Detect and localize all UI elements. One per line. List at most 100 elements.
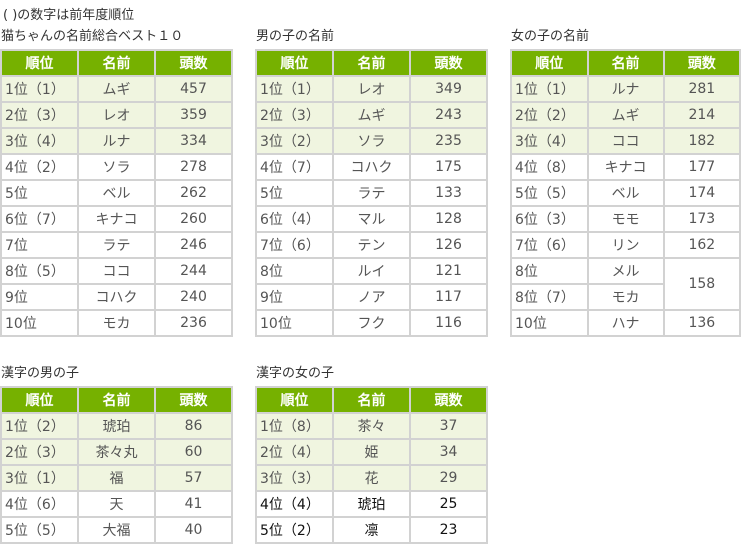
table-row: 8位（7） モカ bbox=[512, 285, 739, 309]
table-row: 4位（6） 天 41 bbox=[2, 492, 231, 516]
table-row: 1位（2） 琥珀 86 bbox=[2, 414, 231, 438]
header-rank: 順位 bbox=[257, 51, 332, 75]
table-kanji-boys: 漢字の男の子 順位 名前 頭数 1位（2） 琥珀 86 2位（3） 茶々丸 60 3… bbox=[0, 365, 233, 544]
name-cell: 琥珀 bbox=[334, 492, 409, 516]
table-row: 7位（6） リン 162 bbox=[512, 233, 739, 257]
name-cell: ムギ bbox=[79, 77, 154, 101]
rank-cell: 5位 bbox=[2, 181, 77, 205]
table-row: 7位（6） テン 126 bbox=[257, 233, 486, 257]
table-row: 5位 ベル 262 bbox=[2, 181, 231, 205]
rank-cell: 6位（4） bbox=[257, 207, 332, 231]
rank-cell: 1位（1） bbox=[257, 77, 332, 101]
header-row: 順位 名前 頭数 bbox=[257, 388, 486, 412]
rank-cell: 8位（5） bbox=[2, 259, 77, 283]
count-cell: 40 bbox=[156, 518, 231, 542]
table-girls: 女の子の名前 順位 名前 頭数 1位（1） ルナ 281 2位（2） ムギ 214 … bbox=[510, 28, 741, 337]
name-cell: 大福 bbox=[79, 518, 154, 542]
count-cell: 29 bbox=[411, 466, 486, 490]
table-title: 男の子の名前 bbox=[256, 29, 335, 44]
count-cell: 359 bbox=[156, 103, 231, 127]
table-row: 8位（5） ココ 244 bbox=[2, 259, 231, 283]
header-row: 順位 名前 頭数 bbox=[2, 51, 231, 75]
name-cell: ルナ bbox=[588, 77, 663, 101]
table-row: 3位（1） 福 57 bbox=[2, 466, 231, 490]
ranking-table: 順位 名前 頭数 1位（8） 茶々 37 2位（4） 姫 34 3位（3） 花 29 … bbox=[255, 386, 488, 544]
rank-cell: 5位（5） bbox=[512, 181, 587, 205]
count-cell: 60 bbox=[156, 440, 231, 464]
count-cell: 457 bbox=[156, 77, 231, 101]
table-row: 1位（1） ムギ 457 bbox=[2, 77, 231, 101]
table-row: 10位 ハナ 136 bbox=[512, 311, 739, 335]
name-cell: ラテ bbox=[334, 181, 409, 205]
header-count: 頭数 bbox=[411, 388, 486, 412]
count-cell: 182 bbox=[664, 129, 739, 153]
name-cell: テン bbox=[334, 233, 409, 257]
count-cell: 175 bbox=[411, 155, 486, 179]
count-cell: 116 bbox=[411, 311, 486, 335]
count-cell: 34 bbox=[411, 440, 486, 464]
table-row: 3位（2） ソラ 235 bbox=[257, 129, 486, 153]
name-cell: ムギ bbox=[588, 103, 663, 127]
header-name: 名前 bbox=[79, 51, 154, 75]
name-cell: フク bbox=[334, 311, 409, 335]
table-title: 漢字の女の子 bbox=[256, 366, 335, 381]
table-row: 1位（1） ルナ 281 bbox=[512, 77, 739, 101]
name-cell: 凛 bbox=[334, 518, 409, 542]
rank-cell: 9位 bbox=[257, 285, 332, 309]
name-cell: メル bbox=[588, 259, 663, 283]
ranking-table: 順位 名前 頭数 1位（1） ルナ 281 2位（2） ムギ 214 3位（4） コ… bbox=[510, 49, 741, 337]
rank-cell: 7位（6） bbox=[257, 233, 332, 257]
header-count: 頭数 bbox=[156, 388, 231, 412]
name-cell: モカ bbox=[588, 285, 663, 309]
name-cell: キナコ bbox=[588, 155, 663, 179]
count-cell: 162 bbox=[664, 233, 739, 257]
name-cell: 琥珀 bbox=[79, 414, 154, 438]
rank-cell: 3位（4） bbox=[512, 129, 587, 153]
header-name: 名前 bbox=[79, 388, 154, 412]
table-row: 3位（4） ココ 182 bbox=[512, 129, 739, 153]
rank-cell: 7位 bbox=[2, 233, 77, 257]
name-cell: ベル bbox=[79, 181, 154, 205]
header-rank: 順位 bbox=[257, 388, 332, 412]
count-cell: 349 bbox=[411, 77, 486, 101]
rank-cell: 5位（5） bbox=[2, 518, 77, 542]
header-rank: 順位 bbox=[2, 51, 77, 75]
table-row: 10位 モカ 236 bbox=[2, 311, 231, 335]
ranking-table: 順位 名前 頭数 1位（1） レオ 349 2位（3） ムギ 243 3位（2） ソ… bbox=[255, 49, 488, 337]
rank-cell: 4位（2） bbox=[2, 155, 77, 179]
header-name: 名前 bbox=[334, 51, 409, 75]
count-cell: 136 bbox=[664, 311, 739, 335]
name-cell: キナコ bbox=[79, 207, 154, 231]
count-cell: 57 bbox=[156, 466, 231, 490]
name-cell: ソラ bbox=[334, 129, 409, 153]
name-cell: ベル bbox=[588, 181, 663, 205]
table-row: 5位（5） 大福 40 bbox=[2, 518, 231, 542]
rank-cell: 2位（3） bbox=[2, 440, 77, 464]
name-cell: ルイ bbox=[334, 259, 409, 283]
name-cell: ルナ bbox=[79, 129, 154, 153]
name-cell: 天 bbox=[79, 492, 154, 516]
header-row: 順位 名前 頭数 bbox=[2, 388, 231, 412]
header-rank: 順位 bbox=[512, 51, 587, 75]
name-cell: 姫 bbox=[334, 440, 409, 464]
count-cell: 117 bbox=[411, 285, 486, 309]
rank-cell: 3位（2） bbox=[257, 129, 332, 153]
header-count: 頭数 bbox=[664, 51, 739, 75]
table-row: 9位 コハク 240 bbox=[2, 285, 231, 309]
table-overall: 猫ちゃんの名前総合ベスト１０ 順位 名前 頭数 1位（1） ムギ 457 2位（3… bbox=[0, 28, 233, 337]
rank-cell: 3位（3） bbox=[257, 466, 332, 490]
table-row: 8位 ルイ 121 bbox=[257, 259, 486, 283]
count-cell: 244 bbox=[156, 259, 231, 283]
table-row: 2位（3） ムギ 243 bbox=[257, 103, 486, 127]
table-row: 8位 メル 158 bbox=[512, 259, 739, 309]
header-rank: 順位 bbox=[2, 388, 77, 412]
table-row: 5位 ラテ 133 bbox=[257, 181, 486, 205]
rank-cell: 1位（1） bbox=[2, 77, 77, 101]
name-cell: リン bbox=[588, 233, 663, 257]
count-cell: 214 bbox=[664, 103, 739, 127]
table-row: 6位（7） キナコ 260 bbox=[2, 207, 231, 231]
table-row: 2位（3） 茶々丸 60 bbox=[2, 440, 231, 464]
count-cell: 281 bbox=[664, 77, 739, 101]
table-kanji-girls: 漢字の女の子 順位 名前 頭数 1位（8） 茶々 37 2位（4） 姫 34 3位（… bbox=[255, 365, 488, 544]
